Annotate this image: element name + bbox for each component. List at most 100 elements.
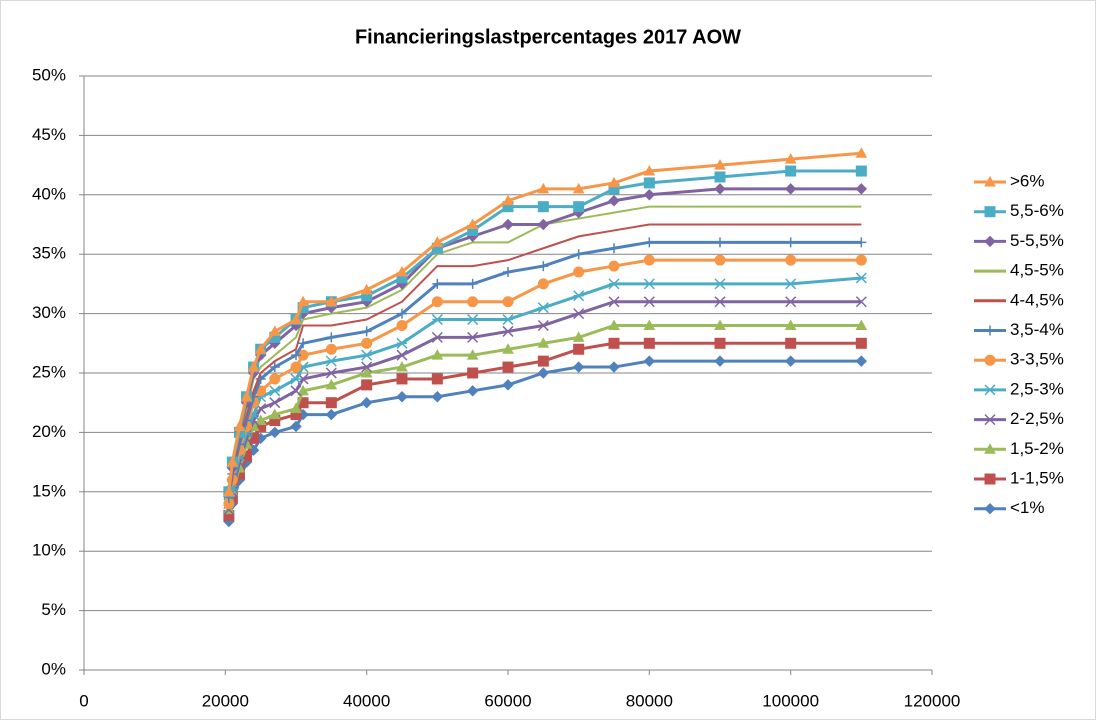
marker <box>573 249 584 260</box>
marker <box>431 331 443 343</box>
marker <box>297 384 309 396</box>
marker <box>269 385 281 397</box>
y-tick-label: 0% <box>41 659 66 678</box>
marker <box>784 153 797 164</box>
marker <box>538 261 549 272</box>
marker <box>984 235 996 248</box>
marker <box>714 159 726 170</box>
marker <box>431 236 444 247</box>
marker <box>608 337 620 349</box>
marker <box>254 343 267 354</box>
marker <box>985 325 995 336</box>
marker <box>290 402 302 414</box>
legend-label: >6% <box>1010 171 1045 190</box>
marker <box>298 338 309 349</box>
marker <box>503 267 513 278</box>
marker <box>502 296 514 308</box>
marker <box>984 384 996 396</box>
marker <box>325 343 337 355</box>
marker <box>856 237 867 248</box>
marker <box>573 266 585 278</box>
marker <box>608 319 620 330</box>
marker <box>608 260 620 272</box>
y-tick-label: 10% <box>32 541 66 560</box>
marker <box>573 201 585 213</box>
marker <box>325 367 337 379</box>
marker <box>643 355 656 367</box>
marker <box>431 314 443 326</box>
marker <box>537 278 549 290</box>
marker <box>290 420 302 433</box>
marker <box>467 296 479 308</box>
marker <box>223 485 235 497</box>
marker <box>608 361 620 373</box>
marker <box>572 361 585 373</box>
marker <box>467 314 479 326</box>
series-line <box>227 240 862 498</box>
marker <box>643 296 655 308</box>
x-tick-label: 0 <box>79 691 88 710</box>
marker <box>290 313 302 325</box>
marker <box>855 296 867 308</box>
marker <box>432 278 443 289</box>
marker <box>240 390 253 402</box>
marker <box>269 362 280 373</box>
marker <box>785 296 797 308</box>
marker <box>360 396 373 409</box>
marker <box>467 367 479 379</box>
chart-title: Financieringslastpercentages 2017 AOW <box>355 26 741 48</box>
marker <box>431 349 444 360</box>
marker <box>502 218 514 231</box>
marker <box>609 243 619 254</box>
legend-label: 4,5-5% <box>1010 261 1064 280</box>
marker <box>233 420 246 431</box>
x-tick-label: 20000 <box>202 691 249 710</box>
marker <box>502 361 514 373</box>
legend-label: 3,5-4% <box>1010 320 1064 339</box>
marker <box>643 189 656 201</box>
marker <box>573 290 585 302</box>
marker <box>397 308 407 319</box>
marker <box>643 165 656 176</box>
marker <box>431 391 444 403</box>
marker <box>855 183 868 195</box>
marker <box>714 337 726 349</box>
marker <box>431 373 443 385</box>
marker <box>325 397 337 409</box>
marker <box>714 296 726 308</box>
y-tick-label: 45% <box>32 125 66 144</box>
marker <box>396 373 408 385</box>
legend-label: 1,5-2% <box>1010 439 1064 458</box>
legend-label: 3-3,5% <box>1010 350 1064 369</box>
marker <box>254 414 267 426</box>
marker <box>537 367 550 379</box>
marker <box>502 314 514 326</box>
marker <box>396 361 408 372</box>
y-tick-label: 40% <box>32 184 66 203</box>
legend-label: 4-4,5% <box>1010 290 1064 309</box>
marker <box>537 218 550 231</box>
series-line <box>227 151 862 492</box>
marker <box>396 337 408 349</box>
legend-label: 2-2,5% <box>1010 409 1064 428</box>
marker <box>537 182 550 194</box>
x-tick-label: 120000 <box>904 691 961 710</box>
marker <box>290 385 302 397</box>
marker <box>855 254 867 266</box>
marker <box>537 302 549 314</box>
marker <box>537 201 549 213</box>
marker <box>573 308 585 320</box>
marker <box>785 237 796 248</box>
y-tick-label: 35% <box>32 244 66 263</box>
marker <box>247 361 260 372</box>
marker <box>785 254 797 266</box>
marker <box>290 361 302 373</box>
marker <box>984 414 996 426</box>
legend-label: <1% <box>1010 498 1045 517</box>
marker <box>361 349 373 361</box>
marker <box>269 426 281 439</box>
marker <box>855 272 867 284</box>
marker <box>643 319 656 330</box>
marker <box>984 354 996 366</box>
marker <box>268 408 281 420</box>
